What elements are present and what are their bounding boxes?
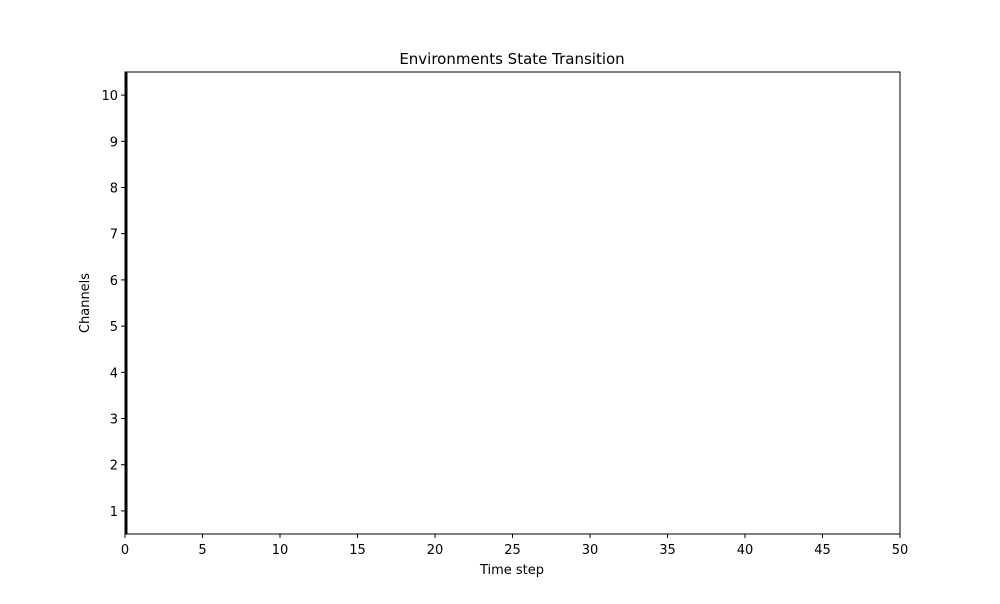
y-tick-label: 8 — [110, 182, 118, 197]
y-tick-label: 3 — [110, 413, 118, 428]
y-tick-label: 1 — [110, 505, 118, 520]
segments-layer — [125, 72, 128, 534]
x-axis: 0 5 10 15 20 25 30 35 40 45 50 — [121, 534, 908, 558]
y-tick-label: 4 — [110, 366, 118, 381]
y-tick-label: 10 — [101, 89, 118, 104]
x-tick-label: 35 — [659, 543, 676, 558]
state-segment — [125, 72, 128, 534]
plot-area — [125, 72, 900, 534]
x-tick-label: 5 — [198, 543, 206, 558]
y-tick-label: 9 — [110, 135, 118, 150]
chart-title: Environments State Transition — [399, 50, 624, 68]
x-tick-label: 15 — [349, 543, 366, 558]
y-tick-label: 5 — [110, 320, 118, 335]
y-tick-label: 6 — [110, 274, 118, 289]
y-tick-label: 2 — [110, 459, 118, 474]
x-tick-label: 45 — [814, 543, 831, 558]
y-tick-label: 7 — [110, 228, 118, 243]
y-axis: 1 2 3 4 5 6 7 8 9 10 — [101, 89, 125, 520]
x-tick-label: 30 — [582, 543, 599, 558]
x-axis-label: Time step — [479, 563, 544, 578]
x-tick-label: 40 — [737, 543, 754, 558]
x-tick-label: 25 — [504, 543, 521, 558]
x-tick-label: 50 — [892, 543, 909, 558]
y-axis-label: Channels — [78, 273, 93, 333]
x-tick-label: 10 — [272, 543, 289, 558]
x-tick-label: 20 — [427, 543, 444, 558]
x-tick-label: 0 — [121, 543, 129, 558]
